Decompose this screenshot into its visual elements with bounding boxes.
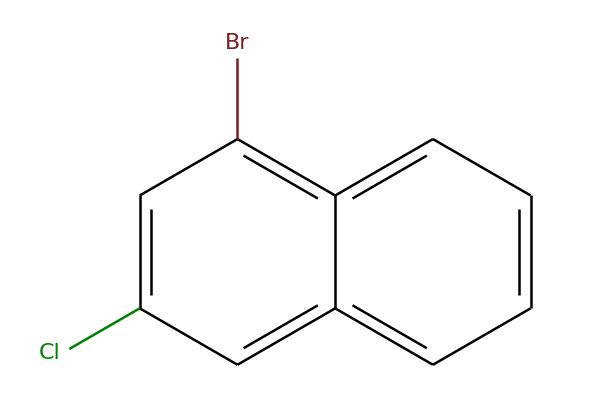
Text: Cl: Cl (38, 344, 61, 364)
Text: Br: Br (225, 33, 250, 53)
